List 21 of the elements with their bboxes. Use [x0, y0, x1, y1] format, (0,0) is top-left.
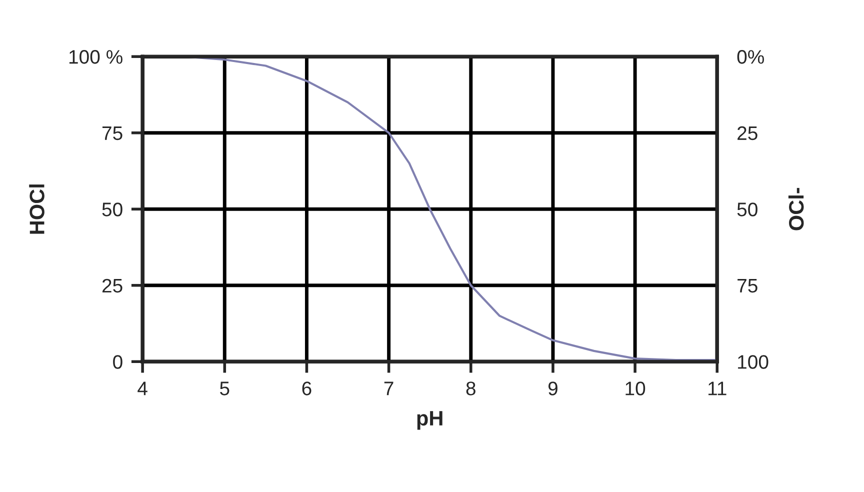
y-axis-title: HOCl	[29, 184, 44, 234]
x-tick-label: 7	[384, 382, 394, 396]
y-tick-label: 0	[113, 355, 122, 369]
y2-tick-label: 25	[738, 126, 758, 140]
x-tick-label: 4	[138, 382, 148, 396]
y-tick-label: 25	[102, 278, 122, 293]
y2-tick-label: 0%	[737, 50, 764, 64]
x-tick-label: 11	[708, 382, 726, 396]
x-tick-label: 9	[548, 382, 558, 396]
y2-tick-label: 75	[738, 279, 758, 293]
y2-tick-label: 50	[737, 202, 758, 216]
x-tick-label: 5	[220, 382, 230, 396]
y2-tick-label: 100	[738, 355, 768, 369]
y-tick-label: 100 %	[69, 50, 122, 64]
x-tick-label: 6	[302, 382, 312, 396]
y-tick-label: 75	[102, 126, 122, 140]
x-tick-label: 10	[626, 382, 646, 396]
x-axis-title: pH	[417, 411, 442, 430]
y-tick-label: 50	[102, 202, 122, 216]
x-tick-label: 8	[466, 382, 476, 396]
y2-axis-title: OCl-	[788, 188, 804, 230]
